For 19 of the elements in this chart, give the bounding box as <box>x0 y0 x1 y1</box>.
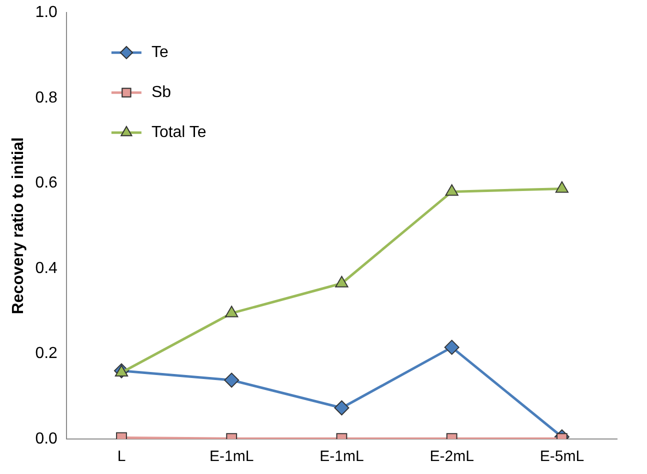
y-tick-label: 0.4 <box>35 260 58 277</box>
point <box>445 184 458 196</box>
y-tick-label: 1.0 <box>35 4 58 22</box>
point <box>555 181 569 193</box>
y-tick-label: 0.6 <box>35 174 58 192</box>
y-tick-label: 0.8 <box>35 89 58 106</box>
y-axis-title: Recovery ratio to initial <box>10 137 28 314</box>
point <box>225 306 238 318</box>
y-tick-label: 0.2 <box>35 345 58 362</box>
y-tick-label: 0.0 <box>35 430 58 448</box>
point <box>335 276 348 288</box>
legend-label: Te <box>151 44 168 62</box>
x-tick-label: L <box>117 448 126 466</box>
x-tick-label: E-2mL <box>430 448 474 466</box>
x-tick-label: E-1mL <box>210 448 254 466</box>
legend-label: Sb <box>151 84 172 102</box>
legend-label: Total Te <box>151 124 206 142</box>
x-tick-label: E-1mL <box>320 448 364 466</box>
x-tick-label: E-5mL <box>540 448 584 466</box>
